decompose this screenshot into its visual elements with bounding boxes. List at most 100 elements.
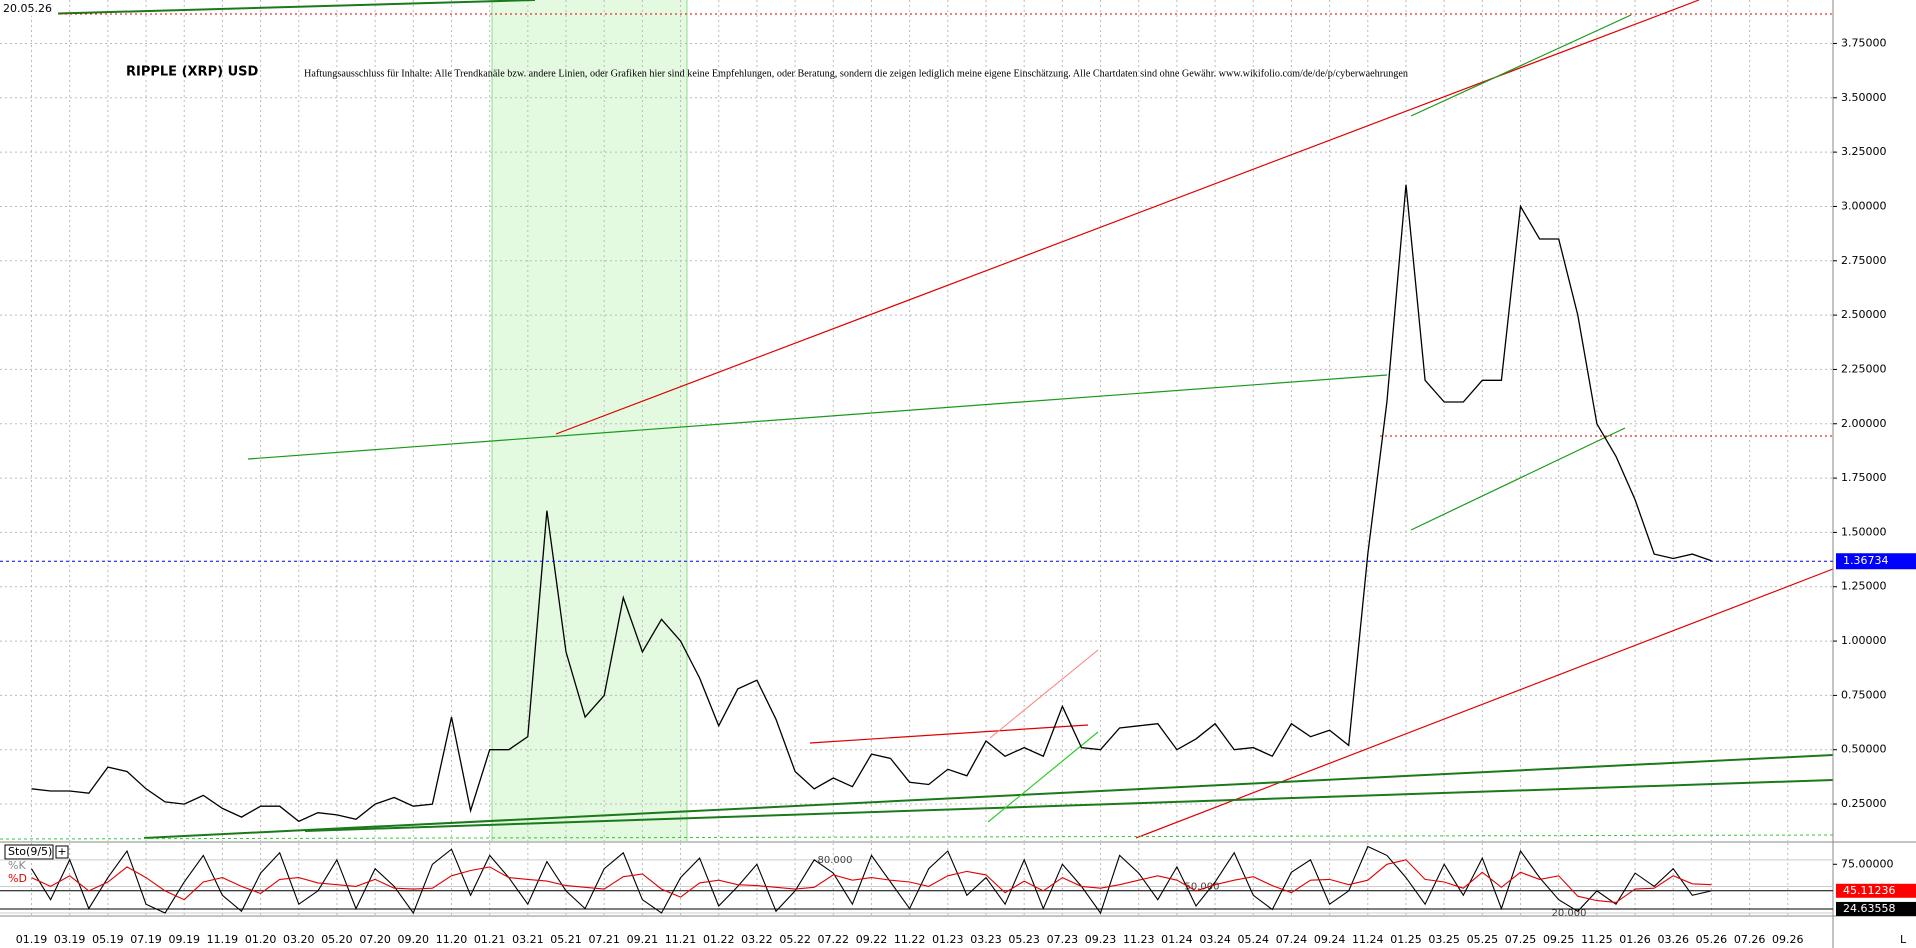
x-tick-label: 01.21 [474, 933, 506, 946]
y-tick-label: 3.75000 [1841, 36, 1887, 49]
last-value-box [1836, 901, 1916, 916]
x-tick-label: 07.20 [359, 933, 391, 946]
x-tick-label: 09.20 [398, 933, 430, 946]
x-tick-label: 05.19 [92, 933, 124, 946]
y-tick-label: 0.25000 [1841, 797, 1887, 810]
trend-line [987, 731, 1099, 823]
y-tick-label: 1.25000 [1841, 580, 1887, 593]
x-tick-label: 11.21 [665, 933, 697, 946]
x-tick-label: 03.25 [1428, 933, 1460, 946]
trend-line [1410, 427, 1626, 531]
x-tick-label: 05.23 [1008, 933, 1040, 946]
x-tick-label: 03.24 [1199, 933, 1231, 946]
y-tick-label: 0.50000 [1841, 743, 1887, 756]
trend-lines [0, 0, 1834, 840]
x-tick-label: 05.21 [550, 933, 582, 946]
x-tick-label: 01.20 [245, 933, 277, 946]
last-price-box [1836, 553, 1916, 570]
y-tick-label: 1.50000 [1841, 525, 1887, 538]
trend-line [989, 649, 1099, 739]
y-tick-label: 75.00000 [1841, 857, 1894, 870]
trend-line [555, 0, 1700, 435]
x-tick-label: 07.24 [1276, 933, 1308, 946]
x-tick-label: 01.19 [16, 933, 48, 946]
highlight-zone [492, 0, 687, 841]
y-tick-label: 2.50000 [1841, 308, 1887, 321]
trend-line [809, 724, 1089, 744]
x-tick-label: 11.19 [207, 933, 239, 946]
trend-line [247, 374, 1388, 460]
indicator-box [4, 844, 54, 860]
x-tick-label: 05.24 [1238, 933, 1270, 946]
corner-label: L [1900, 933, 1907, 946]
x-tick-label: 03.20 [283, 933, 315, 946]
add-button-icon[interactable]: + [57, 845, 66, 858]
y-tick-label: 3.50000 [1841, 91, 1887, 104]
trend-line [5, 0, 536, 16]
y-tick-label: 2.25000 [1841, 362, 1887, 375]
date-box [0, 0, 58, 16]
x-tick-label: 03.23 [970, 933, 1002, 946]
y-tick-label: 1.75000 [1841, 471, 1887, 484]
y-tick-label: 2.75000 [1841, 254, 1887, 267]
x-tick-label: 01.22 [703, 933, 735, 946]
x-tick-label: 11.23 [1123, 933, 1155, 946]
disclaimer: Haftungsausschluss für Inhalte: Alle Tre… [304, 68, 1408, 79]
last-price-label: 1.36734 [1843, 554, 1889, 567]
trend-line [143, 754, 1834, 839]
x-tick-label: 09.26 [1772, 933, 1804, 946]
x-tick-label: 09.19 [168, 933, 200, 946]
x-tick-label: 07.26 [1734, 933, 1766, 946]
level-label: 20.000 [1552, 908, 1587, 919]
x-tick-label: 11.25 [1581, 933, 1613, 946]
y-tick-label: 0.75000 [1841, 688, 1887, 701]
legend-label: %K [8, 859, 26, 872]
y-tick-label: 3.25000 [1841, 145, 1887, 158]
x-tick-label: 09.23 [1085, 933, 1117, 946]
legend-label: %D [8, 872, 27, 885]
trend-line [1410, 14, 1632, 117]
x-tick-label: 01.23 [932, 933, 964, 946]
x-tick-label: 05.22 [779, 933, 811, 946]
last-value-label: 24.63558 [1843, 902, 1896, 915]
x-tick-label: 09.25 [1543, 933, 1575, 946]
y-tick-label: 1.00000 [1841, 634, 1887, 647]
x-tick-label: 05.20 [321, 933, 353, 946]
x-tick-label: 07.19 [130, 933, 162, 946]
indicator-title: Sto(9/5) [8, 845, 52, 858]
x-tick-label: 03.21 [512, 933, 544, 946]
x-tick-label: 09.21 [627, 933, 659, 946]
x-tick-label: 01.24 [1161, 933, 1193, 946]
x-tick-label: 03.26 [1657, 933, 1689, 946]
x-tick-label: 11.22 [894, 933, 926, 946]
date-label: 20.05.26 [3, 2, 52, 15]
x-tick-label: 07.22 [818, 933, 850, 946]
x-tick-label: 03.22 [741, 933, 773, 946]
x-tick-label: 01.25 [1390, 933, 1422, 946]
x-tick-label: 09.24 [1314, 933, 1346, 946]
x-tick-label: 05.25 [1467, 933, 1499, 946]
last-value-label: 45.11236 [1843, 884, 1896, 897]
x-tick-label: 05.26 [1696, 933, 1728, 946]
chart-title: RIPPLE (XRP) USD [126, 65, 258, 80]
x-tick-label: 01.26 [1619, 933, 1651, 946]
x-tick-label: 07.23 [1047, 933, 1079, 946]
x-tick-label: 07.21 [588, 933, 620, 946]
y-tick-label: 3.00000 [1841, 199, 1887, 212]
level-label: 50.000 [1185, 881, 1220, 892]
x-tick-label: 11.20 [436, 933, 468, 946]
last-value-box [1836, 883, 1916, 898]
trend-line [1135, 568, 1834, 839]
data-line [31, 184, 1712, 823]
trend-line [304, 779, 1834, 832]
x-tick-label: 07.25 [1505, 933, 1537, 946]
x-tick-label: 11.24 [1352, 933, 1384, 946]
add-button[interactable] [55, 845, 69, 859]
grid [0, 0, 1833, 915]
x-tick-label: 03.19 [54, 933, 86, 946]
level-label: 80.000 [818, 855, 853, 866]
data-line [31, 859, 1712, 903]
x-tick-label: 09.22 [856, 933, 888, 946]
